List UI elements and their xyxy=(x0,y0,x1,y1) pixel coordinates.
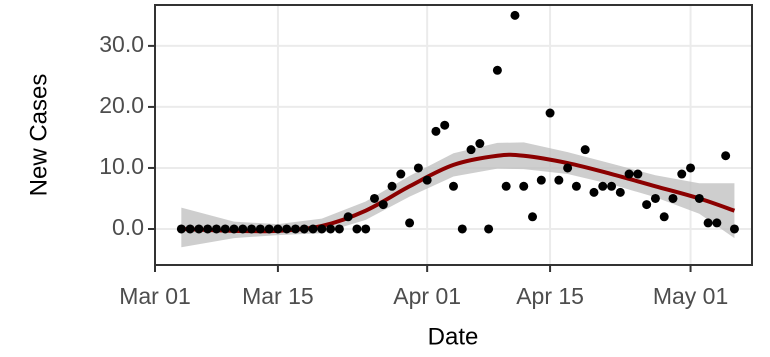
x-tick-label: Mar 01 xyxy=(119,283,191,309)
point xyxy=(405,218,415,228)
point xyxy=(440,120,450,130)
point xyxy=(326,224,336,234)
point xyxy=(361,224,371,234)
point xyxy=(449,181,458,191)
point xyxy=(211,224,221,234)
panel xyxy=(155,5,752,265)
point xyxy=(545,108,555,118)
point xyxy=(554,175,564,185)
y-tick-label: 30.0 xyxy=(99,31,144,57)
point xyxy=(598,181,608,191)
point xyxy=(492,65,502,75)
x-axis-title: Date xyxy=(428,323,479,350)
point xyxy=(466,145,476,155)
point xyxy=(615,187,625,197)
point xyxy=(431,126,441,136)
point xyxy=(282,224,292,234)
point xyxy=(317,224,327,234)
point xyxy=(694,193,704,203)
point xyxy=(378,200,388,210)
point xyxy=(510,10,520,20)
point xyxy=(247,224,257,234)
point xyxy=(650,193,660,203)
point xyxy=(176,224,186,234)
point xyxy=(352,224,362,234)
point xyxy=(387,181,397,191)
point xyxy=(677,169,687,179)
x-tick-label: Apr 15 xyxy=(516,283,584,309)
point xyxy=(563,163,573,173)
point xyxy=(203,224,213,234)
point xyxy=(501,181,511,191)
point xyxy=(308,224,318,234)
point xyxy=(229,224,239,234)
point xyxy=(484,224,494,234)
panel-border xyxy=(154,4,753,266)
y-axis-title: New Cases xyxy=(25,74,52,197)
point xyxy=(712,218,722,228)
point xyxy=(299,224,309,234)
point xyxy=(624,169,634,179)
y-tick-label: 0.0 xyxy=(112,214,144,240)
x-tick-label: Apr 01 xyxy=(393,283,461,309)
point xyxy=(396,169,406,179)
point xyxy=(343,212,353,222)
point xyxy=(457,224,467,234)
point xyxy=(290,224,300,234)
point xyxy=(273,224,283,234)
x-tick-label: Mar 15 xyxy=(242,283,314,309)
point xyxy=(369,193,379,203)
point xyxy=(422,175,432,185)
point xyxy=(528,212,538,222)
point xyxy=(729,224,739,234)
marks xyxy=(176,10,739,248)
point xyxy=(589,187,599,197)
point xyxy=(255,224,265,234)
point xyxy=(580,145,590,155)
point xyxy=(185,224,195,234)
point xyxy=(633,169,643,179)
point xyxy=(686,163,696,173)
point xyxy=(519,181,529,191)
point xyxy=(703,218,713,228)
point xyxy=(475,139,485,149)
point xyxy=(642,200,652,210)
point xyxy=(668,193,678,203)
point xyxy=(194,224,204,234)
point xyxy=(659,212,669,222)
x-tick-label: May 01 xyxy=(653,283,728,309)
point xyxy=(571,181,581,191)
point xyxy=(607,181,617,191)
point xyxy=(536,175,546,185)
point xyxy=(721,151,731,161)
point xyxy=(334,224,344,234)
point xyxy=(264,224,274,234)
point xyxy=(220,224,230,234)
y-tick-label: 10.0 xyxy=(99,153,144,179)
point xyxy=(413,163,423,173)
point xyxy=(238,224,248,234)
y-tick-label: 20.0 xyxy=(99,92,144,118)
